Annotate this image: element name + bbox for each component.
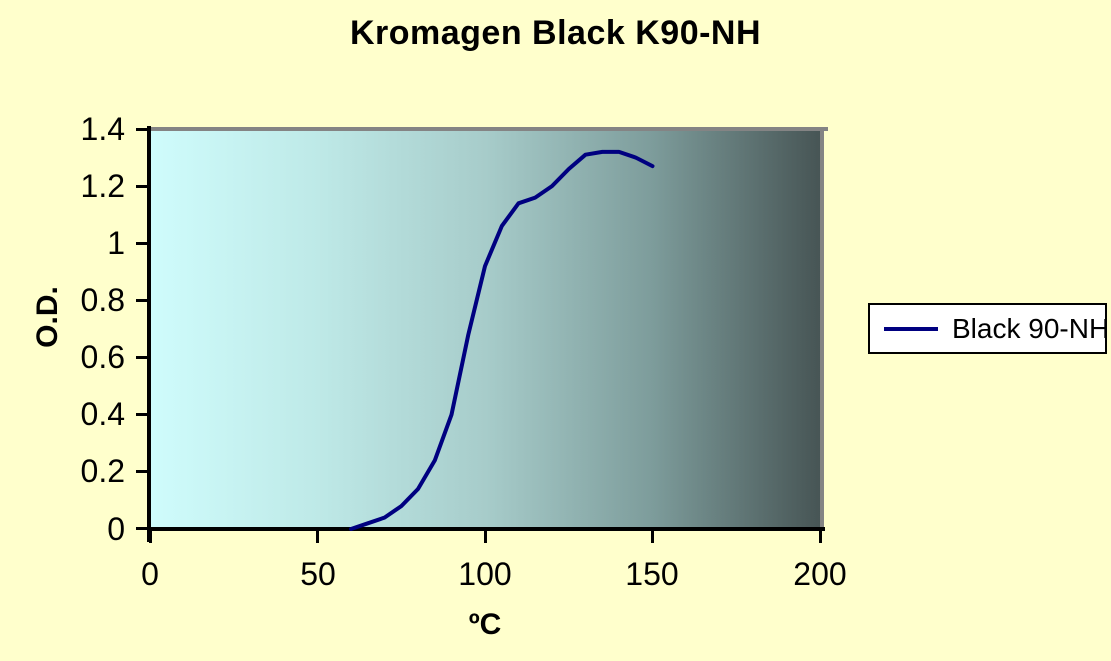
plot-area [151, 131, 820, 527]
y-tick-label: 0.2 [80, 453, 125, 489]
legend-line-sample [884, 326, 938, 331]
x-tick-label: 200 [793, 556, 847, 592]
y-tick-label: 1.4 [80, 111, 125, 147]
chart-title: Kromagen Black K90-NH [349, 14, 762, 52]
x-tick-mark [651, 531, 654, 543]
x-tick-mark [819, 531, 822, 543]
x-tick-label: 50 [300, 556, 336, 592]
x-axis-line [147, 527, 825, 531]
legend-label: Black 90-NH [952, 312, 1110, 344]
y-tick-mark [136, 356, 148, 359]
y-tick-mark [136, 185, 148, 188]
x-tick-mark [484, 531, 487, 543]
plot-right-border [820, 127, 824, 531]
series-line [349, 149, 655, 531]
plot-top-border [150, 127, 828, 131]
curve-svg [349, 149, 655, 531]
y-tick-mark [136, 128, 148, 131]
x-tick-mark [149, 531, 152, 543]
y-tick-label: 1.2 [80, 168, 125, 204]
y-tick-label: 0.4 [80, 396, 125, 432]
x-axis-title: ºC [468, 608, 502, 641]
y-tick-label: 0 [107, 511, 125, 547]
y-axis-line [147, 126, 151, 542]
x-tick-mark [316, 531, 319, 543]
y-tick-label: 1 [107, 225, 125, 261]
y-tick-mark [136, 527, 148, 530]
y-tick-mark [136, 413, 148, 416]
y-tick-label: 0.8 [80, 282, 125, 318]
x-tick-label: 0 [141, 556, 159, 592]
y-tick-label: 0.6 [80, 339, 125, 375]
legend: Black 90-NH [868, 303, 1110, 354]
x-tick-label: 150 [625, 556, 679, 592]
y-tick-mark [136, 299, 148, 302]
y-tick-mark [136, 470, 148, 473]
x-tick-label: 100 [458, 556, 512, 592]
y-tick-mark [136, 242, 148, 245]
